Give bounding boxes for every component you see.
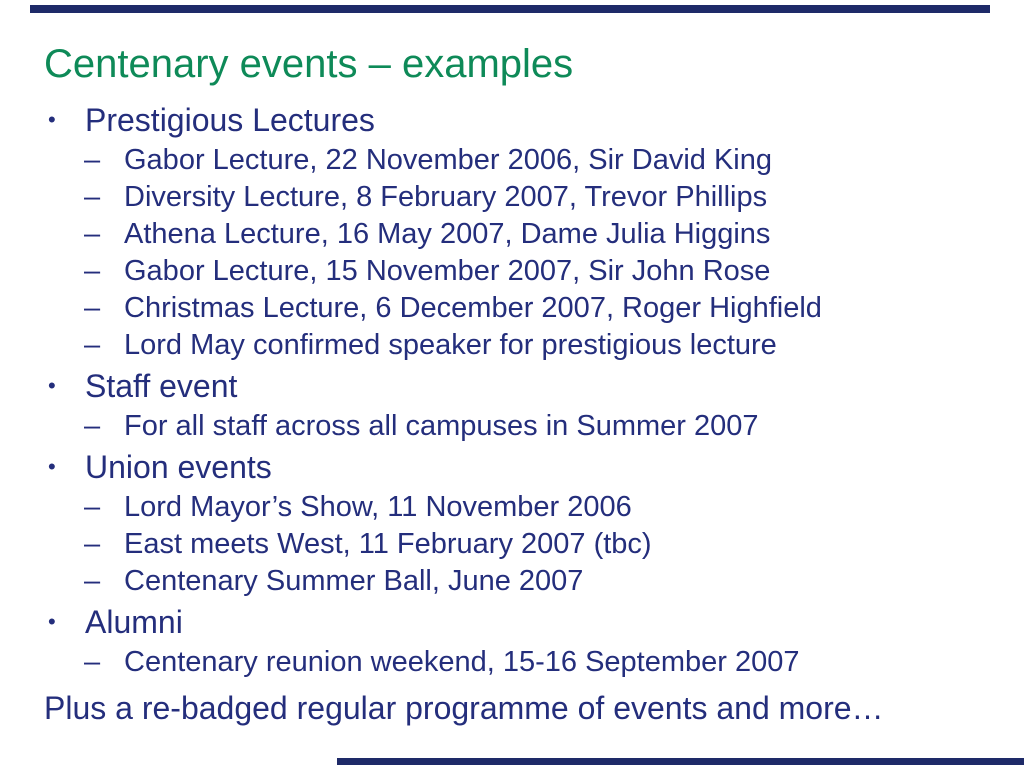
sub-bullet-item: – Gabor Lecture, 15 November 2007, Sir J… [0,253,1024,290]
bottom-decoration-bar [337,758,1024,765]
closing-line: Plus a re-badged regular programme of ev… [44,690,884,726]
section-label: Union events [85,449,272,485]
sub-item-label: East meets West, 11 February 2007 (tbc) [124,528,652,560]
sub-item-label: Lord Mayor’s Show, 11 November 2006 [124,491,632,523]
dash-icon: – [84,292,101,324]
dash-icon: – [84,410,101,442]
sub-bullet-item: – East meets West, 11 February 2007 (tbc… [0,526,1024,563]
sub-bullet-item: – Centenary reunion weekend, 15-16 Septe… [0,644,1024,681]
sub-bullet-item: – Athena Lecture, 16 May 2007, Dame Juli… [0,216,1024,253]
sub-bullet-item: – Lord Mayor’s Show, 11 November 2006 [0,489,1024,526]
dash-icon: – [84,646,101,678]
bullet-item: • Union events [0,445,1024,489]
section-label: Alumni [85,604,183,640]
sub-item-label: Centenary Summer Ball, June 2007 [124,565,584,597]
bullet-dot-icon: • [48,609,56,634]
sub-item-label: Athena Lecture, 16 May 2007, Dame Julia … [124,218,771,250]
sub-item-label: Lord May confirmed speaker for prestigio… [124,329,777,361]
bullet-dot-icon: • [48,373,56,398]
bullet-item: • Staff event [0,364,1024,408]
bullet-dot-icon: • [48,454,56,479]
sub-item-label: Centenary reunion weekend, 15-16 Septemb… [124,646,800,678]
dash-icon: – [84,255,101,287]
dash-icon: – [84,181,101,213]
dash-icon: – [84,218,101,250]
sub-item-label: Christmas Lecture, 6 December 2007, Roge… [124,292,822,324]
sub-item-label: Diversity Lecture, 8 February 2007, Trev… [124,181,768,213]
sub-bullet-item: – Diversity Lecture, 8 February 2007, Tr… [0,179,1024,216]
top-decoration-bar [30,5,990,13]
sub-bullet-item: – For all staff across all campuses in S… [0,408,1024,445]
dash-icon: – [84,491,101,523]
dash-icon: – [84,528,101,560]
bullet-item: • Prestigious Lectures [0,98,1024,142]
sub-item-label: Gabor Lecture, 15 November 2007, Sir Joh… [124,255,771,287]
dash-icon: – [84,565,101,597]
slide-title: Centenary events – examples [44,42,574,86]
slide-body: • Prestigious Lectures – Gabor Lecture, … [0,98,1024,681]
sub-bullet-item: – Lord May confirmed speaker for prestig… [0,327,1024,364]
section-label: Staff event [85,368,238,404]
sub-item-label: Gabor Lecture, 22 November 2006, Sir Dav… [124,144,773,176]
sub-bullet-item: – Christmas Lecture, 6 December 2007, Ro… [0,290,1024,327]
section-label: Prestigious Lectures [85,102,375,138]
bullet-item: • Alumni [0,600,1024,644]
sub-bullet-item: – Centenary Summer Ball, June 2007 [0,563,1024,600]
sub-bullet-item: – Gabor Lecture, 22 November 2006, Sir D… [0,142,1024,179]
dash-icon: – [84,329,101,361]
bullet-dot-icon: • [48,107,56,132]
dash-icon: – [84,144,101,176]
sub-item-label: For all staff across all campuses in Sum… [124,410,759,442]
